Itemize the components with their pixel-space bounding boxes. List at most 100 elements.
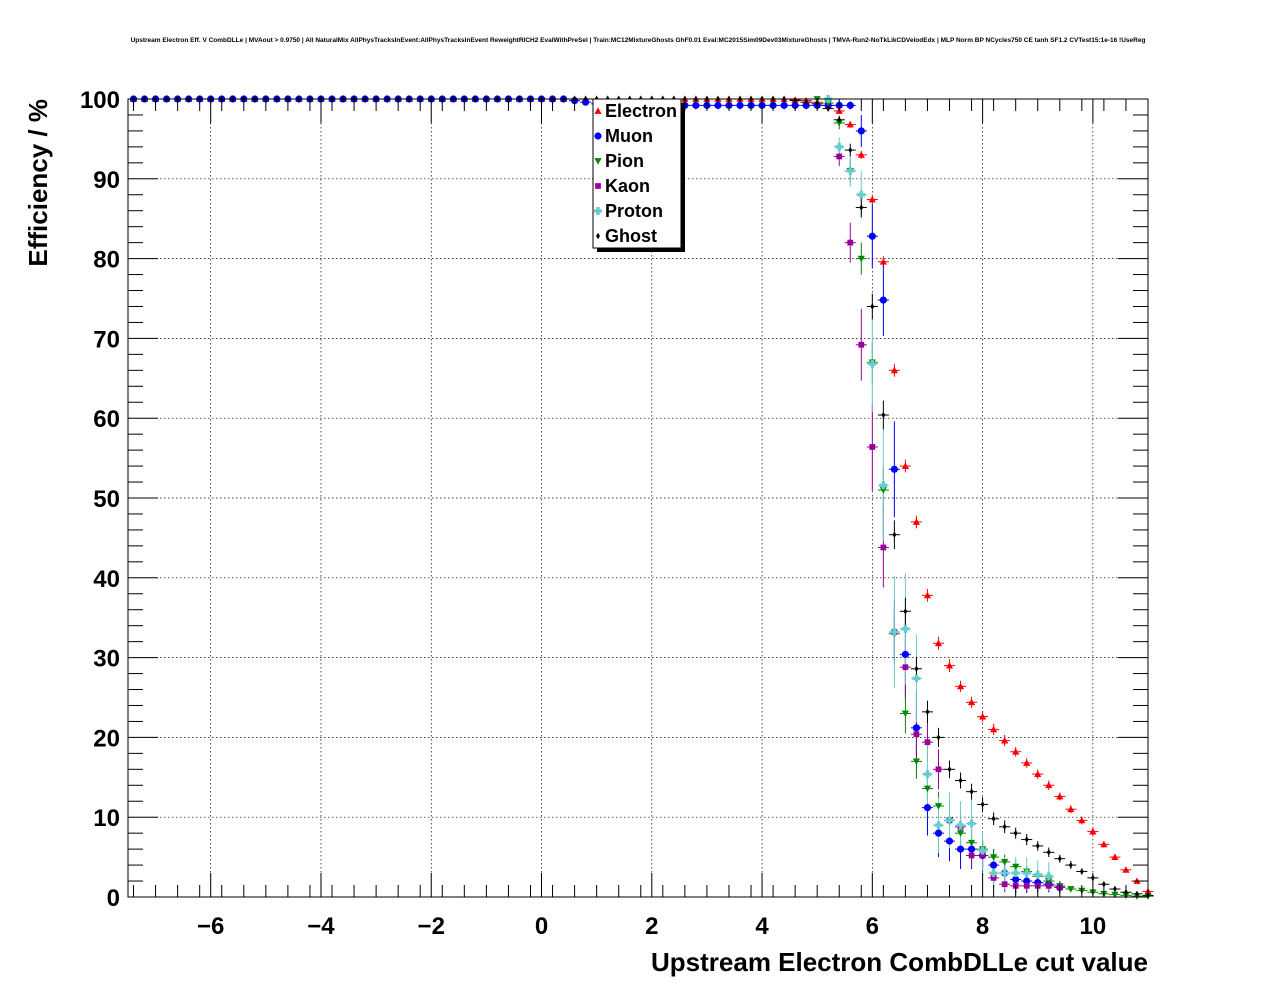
legend-ghost-marker: [596, 232, 600, 240]
proton-point: [1000, 869, 1009, 878]
electron-point: [978, 713, 987, 720]
ghost-point: [980, 801, 985, 808]
muon-point: [736, 101, 744, 109]
legend-kaon-marker: [595, 183, 601, 189]
proton-point: [835, 142, 844, 151]
muon-point: [890, 465, 898, 473]
proton-point: [1044, 872, 1053, 881]
x-tick-label: −4: [307, 913, 335, 940]
proton-point: [890, 628, 899, 637]
proton-point: [923, 770, 932, 779]
kaon-point: [1001, 881, 1008, 888]
ghost-point: [1057, 855, 1062, 862]
legend-box: [592, 98, 682, 249]
kaon-point: [935, 766, 942, 773]
y-tick-label: 10: [93, 805, 120, 832]
electron-point: [1078, 816, 1086, 824]
ghost-point: [947, 766, 952, 773]
ghost-point: [1068, 861, 1073, 869]
kaon-point: [1045, 882, 1052, 889]
muon-point: [901, 650, 910, 659]
proton-point: [956, 821, 965, 830]
pion-point: [901, 710, 910, 718]
ghost-point: [991, 815, 996, 823]
electron-point: [945, 661, 954, 669]
muon-point: [945, 837, 954, 845]
legend-electron-label: Electron: [605, 101, 677, 121]
electron-point: [879, 258, 887, 265]
ghost-point: [859, 204, 864, 211]
pion-point: [967, 839, 976, 847]
ghost-point: [958, 777, 963, 784]
ghost-point: [1079, 868, 1084, 875]
kaon-point: [847, 239, 854, 246]
x-tick-labels: −6 −4 −2 0 2 4 6 8 10: [197, 913, 1106, 940]
electron-point: [912, 518, 921, 525]
ghost-point: [903, 608, 908, 615]
electron-point: [1111, 853, 1119, 860]
muon-point: [846, 101, 854, 109]
proton-point: [1033, 870, 1042, 879]
muon-point: [868, 232, 876, 240]
pion-point: [1012, 863, 1020, 871]
ghost-point: [1024, 836, 1029, 843]
x-tick-label: 0: [535, 913, 548, 940]
proton-point: [857, 190, 866, 199]
proton-point: [879, 481, 888, 490]
x-tick-label: 2: [645, 913, 658, 940]
kaon-point: [924, 739, 931, 746]
ghost-point: [1013, 829, 1018, 837]
electron-point: [967, 698, 976, 706]
muon-point: [879, 296, 887, 304]
legend-entries: Electron Muon Pion Kaon Proton Ghost: [594, 101, 677, 246]
y-tick-label: 90: [93, 167, 120, 194]
legend-pion-label: Pion: [605, 151, 644, 171]
electron-point: [890, 366, 898, 374]
legend-proton-label: Proton: [605, 201, 663, 221]
ghost-point: [848, 146, 853, 154]
ghost-point: [804, 98, 809, 106]
pion-point: [912, 758, 921, 765]
muon-point: [990, 861, 998, 869]
muon-point: [912, 724, 921, 732]
y-axis-title: Efficiency / %: [23, 99, 53, 267]
plot-title: Upstream Electron Eff. V CombDLLe | MVAo…: [131, 37, 1146, 44]
kaon-point: [913, 731, 920, 738]
kaon-point: [869, 444, 876, 450]
muon-point: [857, 127, 865, 135]
pion-point: [835, 120, 843, 127]
legend-electron-marker: [594, 107, 602, 114]
pion-point: [1067, 886, 1075, 893]
proton-point: [901, 624, 910, 633]
muon-point: [692, 101, 700, 109]
ghost-point: [1046, 849, 1051, 856]
electron-point: [868, 195, 876, 203]
y-tick-label: 0: [107, 885, 120, 912]
pion-point: [956, 830, 965, 837]
pion-point: [934, 803, 943, 810]
muon-point: [780, 101, 788, 109]
electron-point: [1089, 827, 1097, 835]
y-tick-label: 20: [93, 725, 120, 752]
ghost-point: [881, 411, 886, 419]
ghost-point: [1135, 890, 1139, 898]
electron-point: [1067, 805, 1075, 813]
pion-point: [879, 487, 887, 494]
proton-point: [934, 821, 943, 830]
muon-point: [1012, 875, 1020, 884]
y-tick-label: 50: [93, 486, 120, 513]
x-tick-label: −2: [418, 913, 445, 940]
legend-muon-label: Muon: [605, 126, 653, 146]
electron-point: [1012, 748, 1020, 755]
electron-point: [901, 462, 910, 469]
x-tick-label: 8: [976, 913, 989, 940]
legend-ghost-label: Ghost: [605, 226, 657, 246]
proton-point: [1022, 869, 1031, 878]
ghost-point: [870, 303, 875, 310]
x-tick-label: 4: [755, 913, 769, 940]
legend-muon-marker: [594, 132, 602, 140]
pion-point: [824, 100, 832, 107]
proton-point: [967, 819, 976, 828]
muon-point: [923, 804, 932, 812]
electron-point: [1056, 792, 1064, 800]
